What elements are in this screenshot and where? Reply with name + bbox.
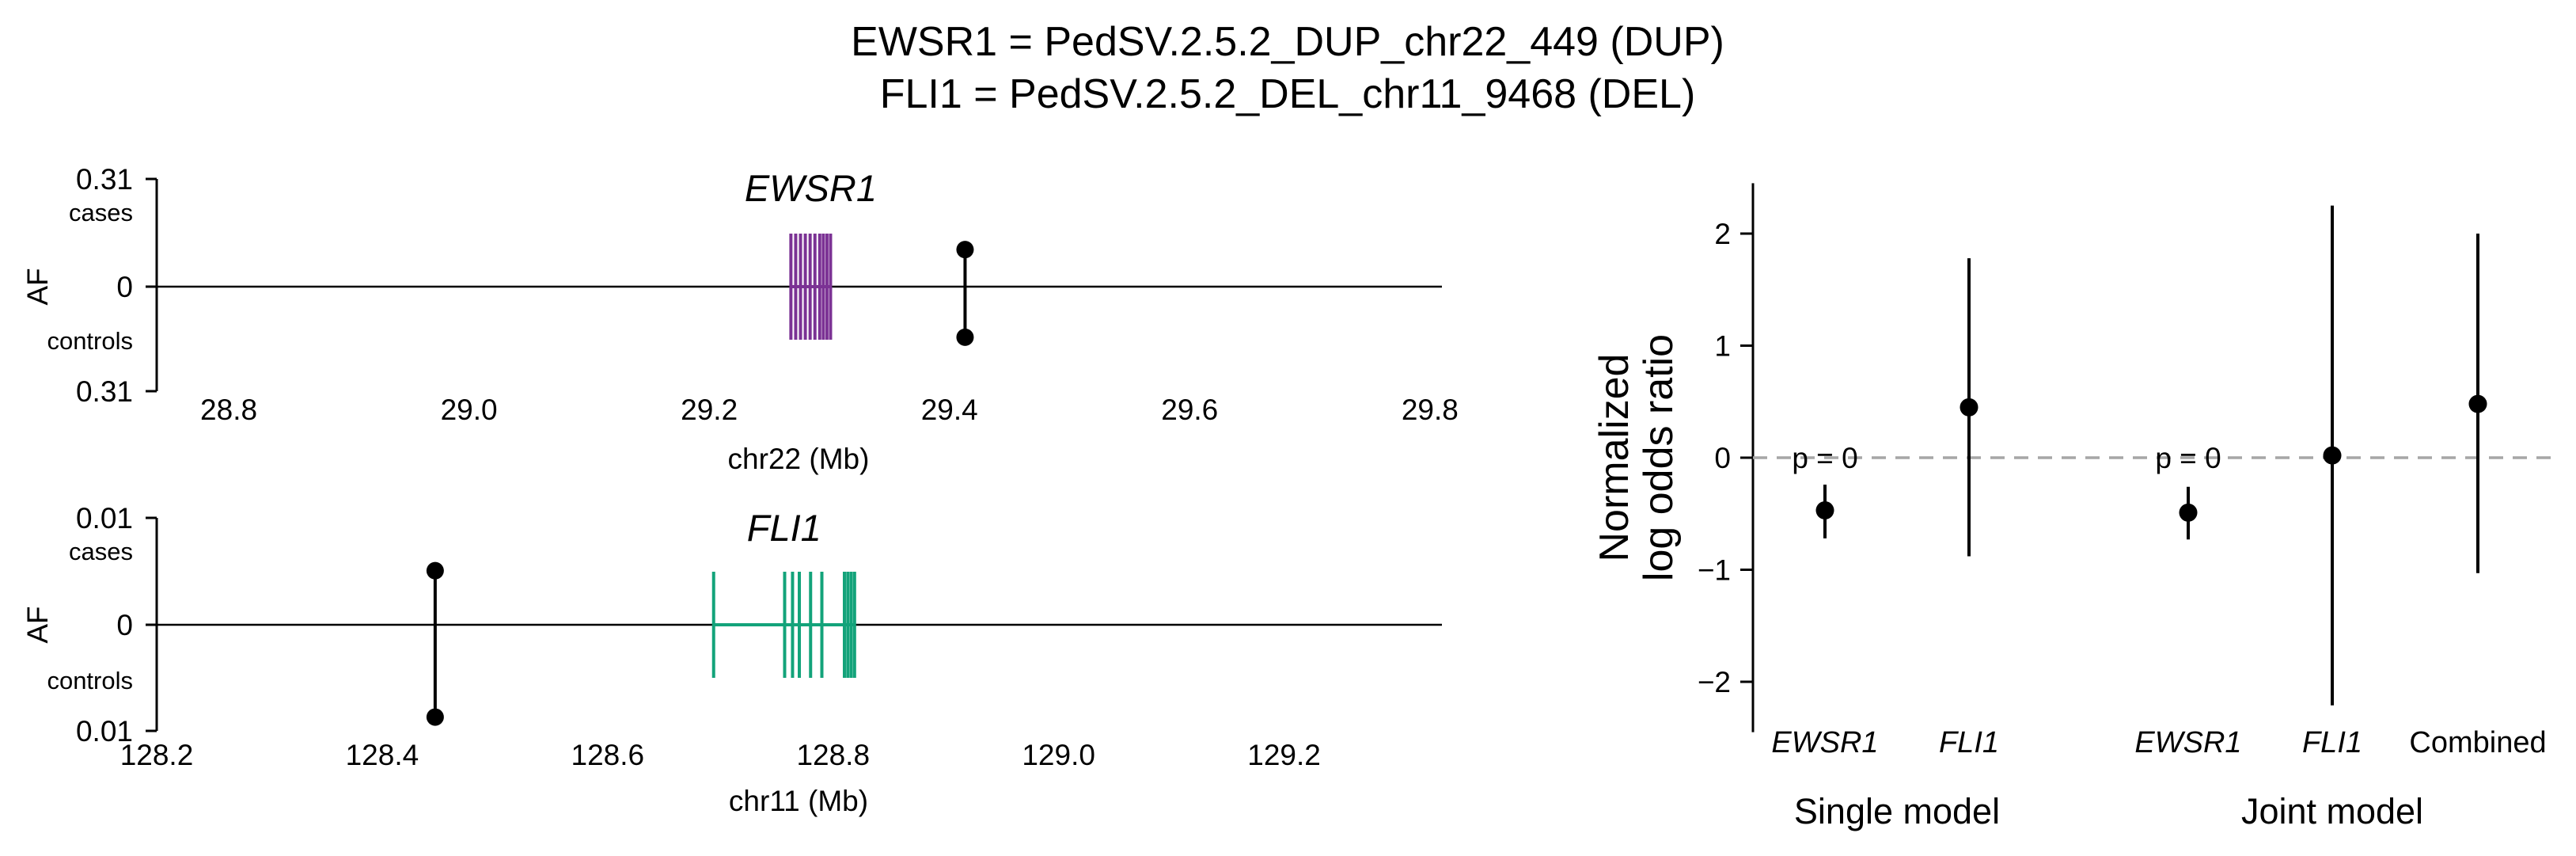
figure-title-line-1: EWSR1 = PedSV.2.5.2_DUP_chr22_449 (DUP) [851,19,1724,65]
fli1-x-tick-label: 128.8 [796,739,870,771]
effect-y-tick-label: −2 [1698,666,1731,698]
ewsr1-x-tick-label: 29.8 [1402,394,1459,426]
joint-model-group-label: Joint model [2241,791,2423,831]
fli1-x-tick-label: 129.2 [1247,739,1321,771]
joint-combined-estimate-point [2468,394,2487,413]
effect-y-tick-label: −1 [1698,554,1731,587]
ewsr1-y-tick-bottom: 0.31 [76,375,133,408]
joint-ewsr1-p-value-label: p = 0 [2155,442,2221,474]
effect-y-axis-label-line-2: log odds ratio [1636,334,1682,581]
ewsr1-variant-controls-point [956,328,974,346]
fli1-cases-label: cases [69,538,133,565]
ewsr1-x-tick-label: 29.4 [921,394,978,426]
ewsr1-y-tick-top: 0.31 [76,163,133,196]
joint-fli1-estimate-point [2323,446,2342,465]
joint-combined-x-category-label: Combined [2409,726,2546,759]
ewsr1-x-tick-label: 29.2 [681,394,738,426]
fli1-y-tick-top: 0.01 [76,502,133,535]
fli1-y-axis-label: AF [21,606,54,643]
effect-y-tick-label: 2 [1714,218,1731,250]
fli1-x-axis-label: chr11 (Mb) [729,785,868,817]
ewsr1-x-tick-label: 28.8 [200,394,257,426]
joint-fli1-x-category-label: FLI1 [2302,726,2362,759]
single-ewsr1-p-value-label: p = 0 [1792,442,1857,474]
fli1-gene-label: FLI1 [747,507,821,549]
ewsr1-y-tick-zero: 0 [116,271,133,303]
fli1-x-tick-label: 129.0 [1022,739,1095,771]
fli1-x-tick-label: 128.2 [120,739,194,771]
single-ewsr1-x-category-label: EWSR1 [1771,726,1878,759]
ewsr1-x-tick-label: 29.0 [441,394,498,426]
single-fli1-x-category-label: FLI1 [1939,726,1999,759]
ewsr1-variant-cases-point [956,241,974,259]
effect-y-axis-label-line-1: Normalized [1592,354,1637,562]
effect-y-tick-label: 0 [1714,442,1731,474]
fli1-variant-cases-point [426,561,444,580]
figure-title-line-2: FLI1 = PedSV.2.5.2_DEL_chr11_9468 (DEL) [880,71,1696,117]
ewsr1-x-axis-label: chr22 (Mb) [728,443,870,475]
single-ewsr1-estimate-point [1815,501,1834,520]
fli1-y-tick-bottom: 0.01 [76,715,133,748]
fli1-x-tick-label: 128.4 [346,739,419,771]
ewsr1-cases-label: cases [69,199,133,226]
ewsr1-locus-panel: 0.31 0 0.31 cases controls AF EWSR1 28.8 29.0 29.… [21,163,1459,475]
fli1-controls-label: controls [47,667,133,694]
joint-ewsr1-estimate-point [2179,503,2198,522]
fli1-y-tick-zero: 0 [116,609,133,641]
single-model-group-label: Single model [1794,791,2000,831]
fli1-locus-panel: 0.01 0 0.01 cases controls AF FLI1 128.2 128.4 12… [21,502,1442,817]
ewsr1-gene-label: EWSR1 [745,167,877,209]
joint-ewsr1-x-category-label: EWSR1 [2134,726,2241,759]
fli1-x-tick-label: 128.6 [571,739,645,771]
ewsr1-x-tick-label: 29.6 [1161,394,1218,426]
single-fli1-estimate-point [1960,398,1978,417]
effect-y-tick-label: 1 [1714,330,1731,363]
ewsr1-y-axis-label: AF [21,268,54,305]
ewsr1-controls-label: controls [47,327,133,355]
fli1-variant-controls-point [426,708,444,726]
